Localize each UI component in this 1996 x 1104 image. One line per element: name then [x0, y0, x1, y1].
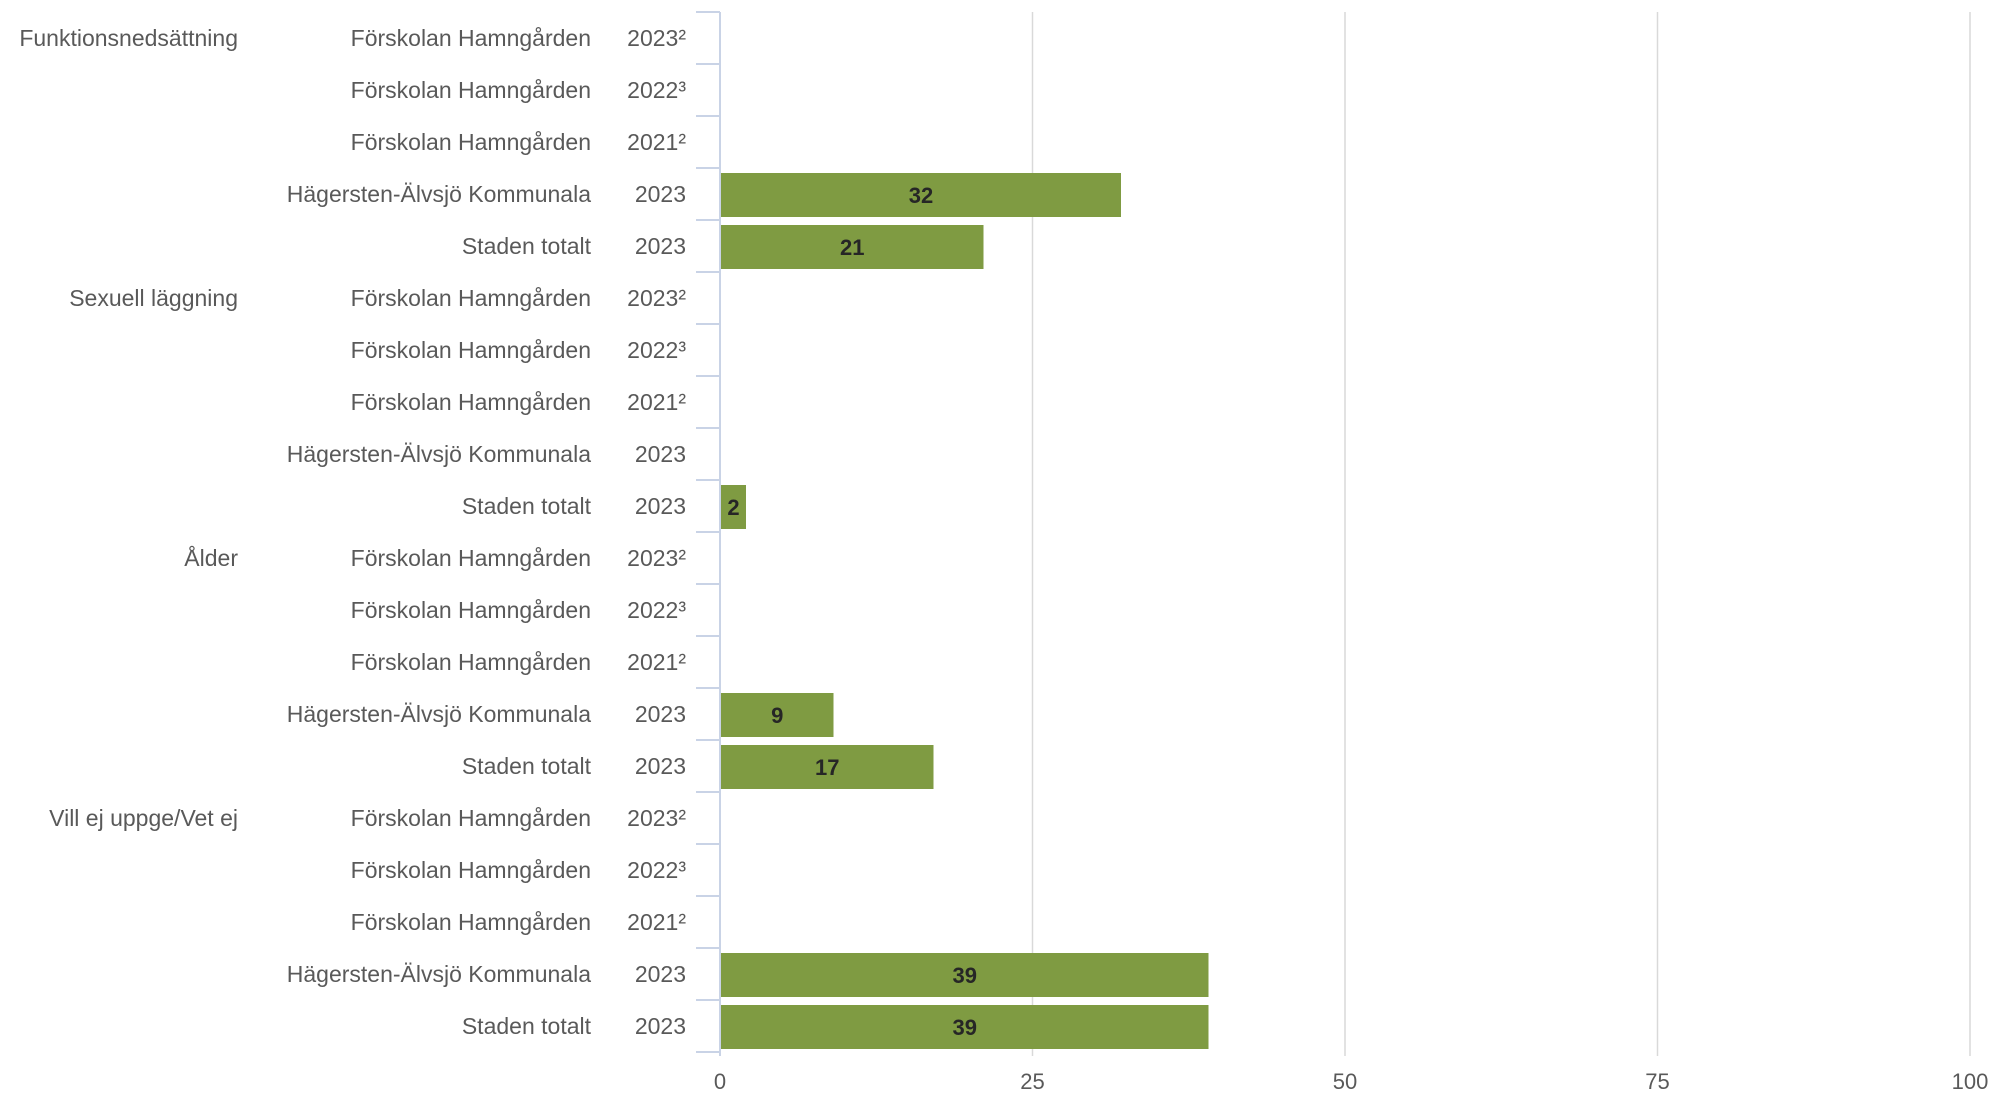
category-label: Hägersten-Älvsjö Kommunala [287, 961, 591, 987]
group-label: Ålder [184, 544, 238, 571]
bar-value-label: 17 [815, 755, 839, 780]
category-label: Hägersten-Älvsjö Kommunala [287, 181, 591, 207]
bar [721, 225, 984, 269]
bar [721, 1005, 1209, 1049]
year-label: 2023 [635, 181, 686, 207]
year-label: 2021² [627, 129, 686, 155]
bar [721, 953, 1209, 997]
category-axis [696, 11, 721, 1056]
year-label: 2021² [627, 649, 686, 675]
gridlines [1031, 12, 1971, 1056]
value-axis-ticks: 0 25 50 75 100 [714, 1069, 1988, 1094]
year-label: 2022³ [627, 597, 686, 623]
year-label: 2023 [635, 1013, 686, 1039]
bar [721, 173, 1121, 217]
category-label: Staden totalt [462, 233, 592, 259]
x-tick-label: 100 [1952, 1069, 1989, 1094]
category-label: Förskolan Hamngården [351, 545, 591, 571]
category-label: Förskolan Hamngården [351, 25, 591, 51]
x-tick-label: 25 [1020, 1069, 1044, 1094]
category-label: Staden totalt [462, 753, 592, 779]
category-label: Förskolan Hamngården [351, 337, 591, 363]
bar-value-label: 2 [727, 495, 739, 520]
category-label: Hägersten-Älvsjö Kommunala [287, 701, 591, 727]
year-label: 2021² [627, 909, 686, 935]
category-label: Förskolan Hamngården [351, 597, 591, 623]
year-label: 2023² [627, 805, 686, 831]
year-label: 2023² [627, 25, 686, 51]
year-label: 2023 [635, 961, 686, 987]
category-label: Hägersten-Älvsjö Kommunala [287, 441, 591, 467]
category-label: Förskolan Hamngården [351, 285, 591, 311]
bars: 32 21 2 9 17 39 39 [721, 173, 1209, 1049]
year-label: 2023 [635, 753, 686, 779]
category-label: Förskolan Hamngården [351, 909, 591, 935]
year-label: 2022³ [627, 857, 686, 883]
category-label: Förskolan Hamngården [351, 77, 591, 103]
year-label: 2023 [635, 701, 686, 727]
year-label: 2022³ [627, 77, 686, 103]
bar-value-label: 21 [840, 235, 864, 260]
year-label: 2023² [627, 285, 686, 311]
group-label: Funktionsnedsättning [19, 25, 238, 51]
year-label: 2023 [635, 233, 686, 259]
category-label: Förskolan Hamngården [351, 857, 591, 883]
year-label: 2023² [627, 545, 686, 571]
year-label: 2021² [627, 389, 686, 415]
bar [721, 693, 834, 737]
category-label: Staden totalt [462, 493, 592, 519]
category-label: Förskolan Hamngården [351, 389, 591, 415]
bar-value-label: 39 [953, 1015, 977, 1040]
x-tick-label: 50 [1333, 1069, 1357, 1094]
category-label: Förskolan Hamngården [351, 129, 591, 155]
bar-value-label: 32 [909, 183, 933, 208]
bar-value-label: 39 [953, 963, 977, 988]
year-label: 2023 [635, 493, 686, 519]
category-label: Förskolan Hamngården [351, 649, 591, 675]
x-tick-label: 0 [714, 1069, 726, 1094]
bar-value-label: 9 [771, 703, 783, 728]
group-label: Vill ej uppge/Vet ej [49, 805, 238, 831]
category-labels: Funktionsnedsättning Förskolan Hamngården… [19, 25, 686, 1039]
x-tick-label: 75 [1645, 1069, 1669, 1094]
bar [721, 485, 746, 529]
category-label: Staden totalt [462, 1013, 592, 1039]
year-label: 2023 [635, 441, 686, 467]
category-label: Förskolan Hamngården [351, 805, 591, 831]
group-label: Sexuell läggning [69, 285, 238, 311]
year-label: 2022³ [627, 337, 686, 363]
bar [721, 745, 934, 789]
